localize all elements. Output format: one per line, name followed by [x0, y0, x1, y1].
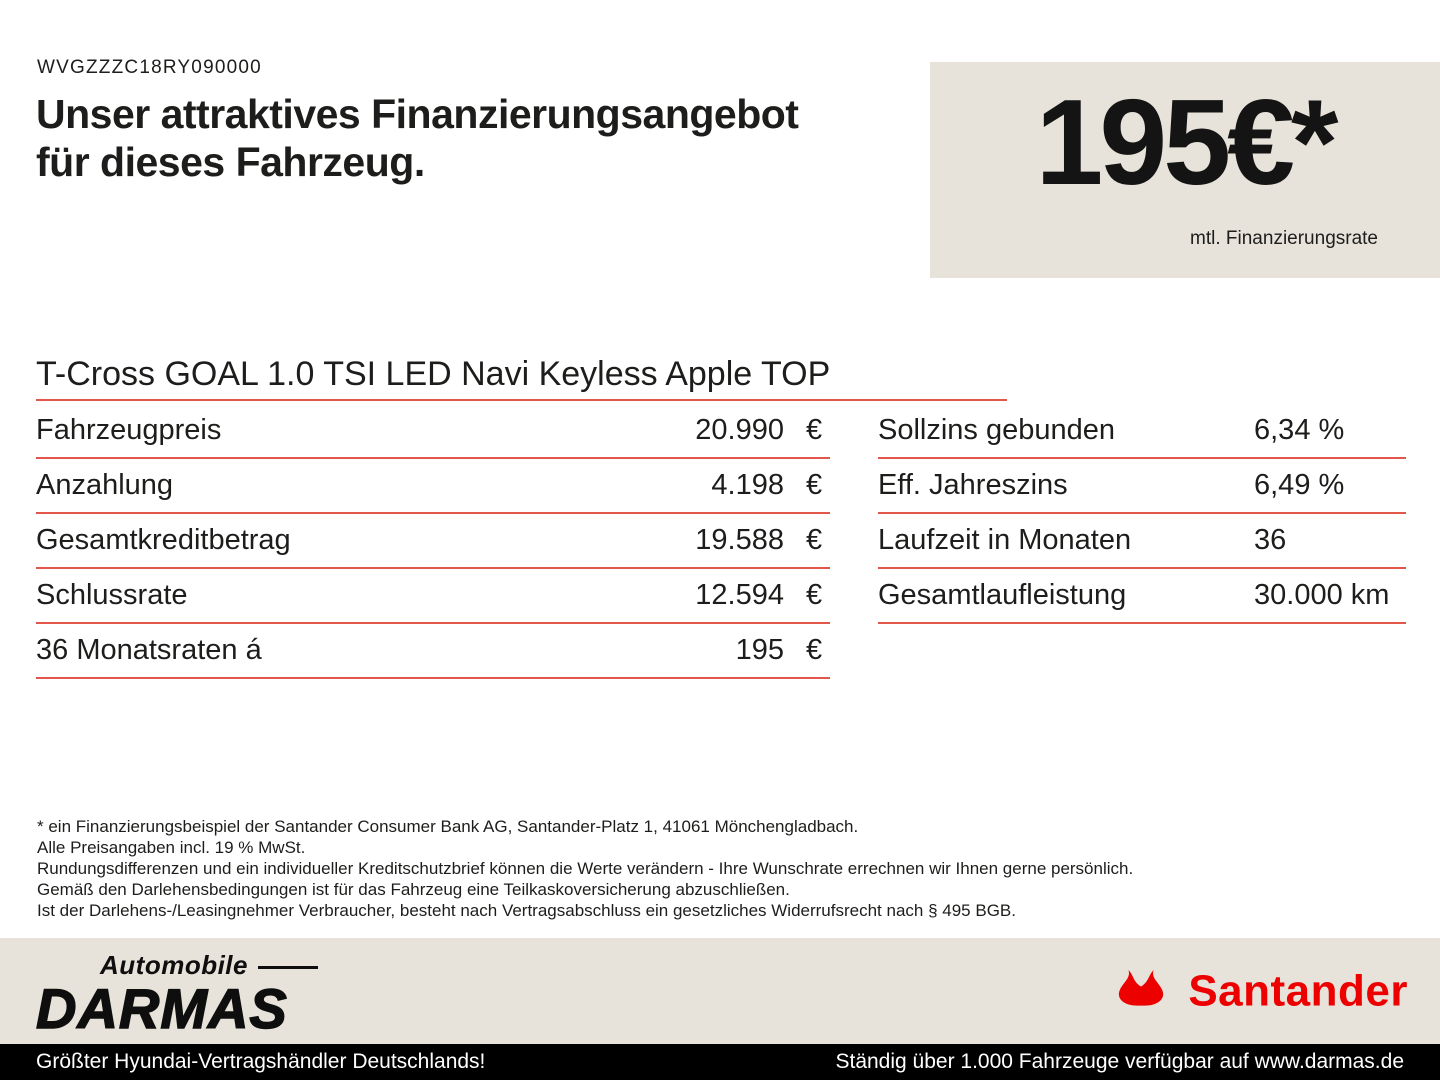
finance-value: 6,34 %	[1254, 414, 1345, 446]
finance-unit: €	[806, 524, 823, 556]
finance-label: Anzahlung	[36, 469, 174, 501]
finance-label: Gesamtlaufleistung	[878, 579, 1127, 611]
fine-print-line: * ein Finanzierungsbeispiel der Santande…	[37, 817, 859, 836]
table-row: Anzahlung 4.198 €	[36, 459, 830, 514]
table-row: Sollzins gebunden 6,34 %	[878, 404, 1406, 459]
finance-value: 19.588	[695, 524, 784, 556]
finance-unit: €	[806, 414, 823, 446]
table-row: Gesamtlaufleistung 30.000 km	[878, 569, 1406, 624]
finance-unit: €	[806, 579, 823, 611]
santander-logo: Santander	[1108, 966, 1408, 1017]
fine-print-line: Gemäß den Darlehensbedingungen ist für d…	[37, 880, 790, 899]
table-row: Schlussrate 12.594 €	[36, 569, 830, 624]
fine-print-line: Alle Preisangaben incl. 19 % MwSt.	[37, 838, 306, 857]
finance-table-left-column: Fahrzeugpreis 20.990 € Anzahlung 4.198 €…	[36, 404, 830, 679]
finance-value: 6,49 %	[1254, 469, 1345, 501]
finance-value: 30.000 km	[1254, 579, 1390, 611]
table-row: Laufzeit in Monaten 36	[878, 514, 1406, 569]
monthly-rate-box: 195€* mtl. Finanzierungsrate	[930, 62, 1440, 278]
finance-unit: €	[806, 469, 823, 501]
fine-print: * ein Finanzierungsbeispiel der Santande…	[37, 816, 1217, 921]
dealer-logo-top-text: Automobile	[100, 950, 248, 980]
dealer-logo-main: DARMAS	[35, 977, 288, 1040]
page-title: Unser attraktives Finanzierungsangebot f…	[36, 91, 799, 185]
finance-value: 4.198	[711, 469, 784, 501]
finance-value: 12.594	[695, 579, 784, 611]
dealer-logo-rule	[258, 966, 318, 969]
fine-print-line: Rundungsdifferenzen und ein individuelle…	[37, 859, 1134, 878]
bottom-bar: Größter Hyundai-Vertragshändler Deutschl…	[0, 1044, 1440, 1080]
finance-value: 20.990	[695, 414, 784, 446]
vin-number: WVGZZZC18RY090000	[37, 57, 262, 78]
dealer-logo: Automobile DARMAS	[35, 950, 318, 1040]
fine-print-line: Ist der Darlehens-/Leasingnehmer Verbrau…	[37, 901, 1016, 920]
finance-label: Laufzeit in Monaten	[878, 524, 1132, 556]
monthly-rate-label: mtl. Finanzierungsrate	[1190, 228, 1378, 249]
table-row: Gesamtkreditbetrag 19.588 €	[36, 514, 830, 569]
finance-label: Gesamtkreditbetrag	[36, 524, 291, 556]
finance-label: Sollzins gebunden	[878, 414, 1116, 446]
finance-label: Schlussrate	[36, 579, 188, 611]
santander-flame-icon	[1108, 966, 1174, 1017]
table-row: Fahrzeugpreis 20.990 €	[36, 404, 830, 459]
vehicle-title-divider	[36, 399, 1007, 401]
monthly-rate-amount: 195€*	[1035, 74, 1339, 210]
finance-label: 36 Monatsraten á	[36, 634, 262, 666]
finance-label: Eff. Jahreszins	[878, 469, 1068, 501]
finance-value: 36	[1254, 524, 1287, 556]
finance-unit: €	[806, 634, 823, 666]
bottom-bar-right-text: Ständig über 1.000 Fahrzeuge verfügbar a…	[835, 1050, 1404, 1073]
finance-value: 195	[735, 634, 784, 666]
table-row: 36 Monatsraten á 195 €	[36, 624, 830, 679]
finance-table-right-column: Sollzins gebunden 6,34 % Eff. Jahreszins…	[878, 404, 1406, 624]
vehicle-title: T-Cross GOAL 1.0 TSI LED Navi Keyless Ap…	[36, 355, 831, 393]
dealer-logo-top: Automobile	[100, 950, 318, 981]
finance-label: Fahrzeugpreis	[36, 414, 222, 446]
table-row: Eff. Jahreszins 6,49 %	[878, 459, 1406, 514]
bottom-bar-left-text: Größter Hyundai-Vertragshändler Deutschl…	[36, 1050, 486, 1073]
footer-logo-band: Automobile DARMAS Santander	[0, 938, 1440, 1044]
santander-wordmark: Santander	[1188, 966, 1408, 1015]
